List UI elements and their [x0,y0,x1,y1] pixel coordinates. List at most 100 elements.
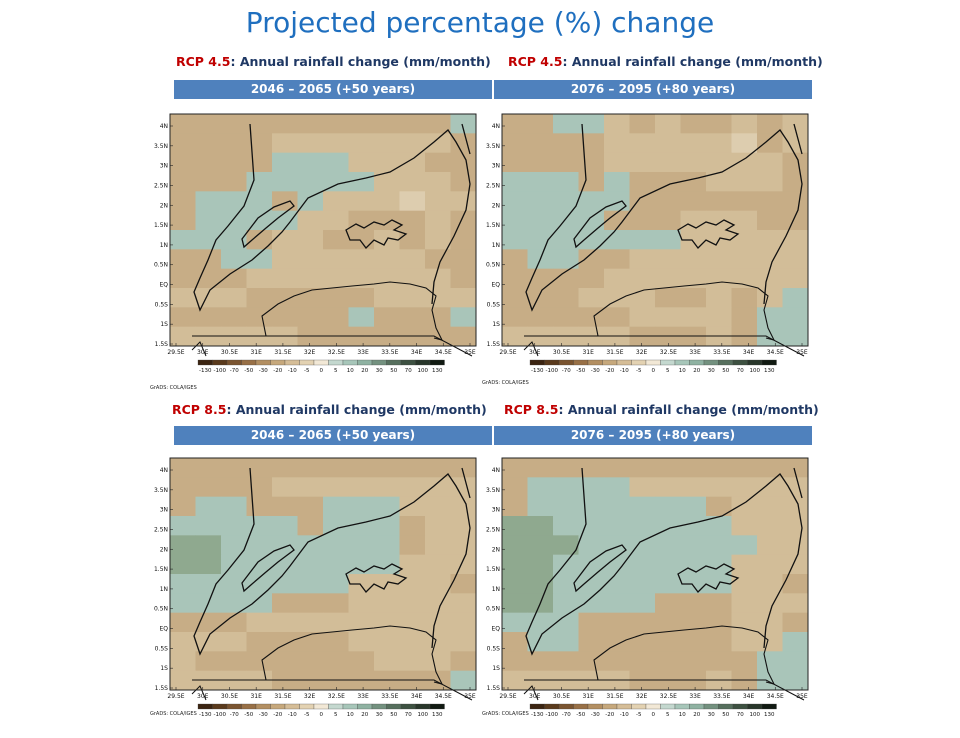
colorbar-swatch [386,359,402,366]
grid-cell [272,326,298,347]
lat-tick-label: 2.5N [486,182,500,189]
grid-cell [195,210,222,231]
grid-cell [782,554,809,575]
colorbar-swatch [299,359,315,366]
grid-cell [757,268,783,289]
grid-cell [195,191,222,212]
grid-cell [629,535,656,556]
grid-cell [502,612,528,633]
grid-cell [297,133,324,154]
colorbar-label: 100 [750,712,761,718]
lon-tick-label: 31E [582,693,594,700]
lake-albert-outline [241,544,295,593]
country-outline [191,467,473,701]
grid-cell [374,210,400,231]
colorbar-label: 10 [679,368,686,374]
grid-cell [348,458,375,478]
grid-cell [246,458,273,478]
colorbar-label: 50 [390,368,397,374]
grid-cell [782,191,809,212]
grid-cell [604,152,630,173]
colorbar-label: 20 [693,368,700,374]
lon-tick-label: 34.5E [435,349,452,356]
grid-cell [604,191,630,212]
grid-cell [221,535,247,556]
grid-cell [757,612,783,633]
grid-cell [450,670,477,691]
grid-cell [348,477,375,498]
colorbar-swatch [415,703,431,710]
grid-cell [221,612,247,633]
grid-cell [272,554,298,575]
lat-tick-label: 1.5N [154,222,168,229]
grid-cell [374,535,400,556]
colorbar-swatch [212,359,228,366]
lat-tick-label: 3.5N [154,487,168,494]
grid-cell [782,670,809,691]
colorbar-label: 30 [376,712,383,718]
grid-cell [782,133,809,154]
colorbar-label: -50 [576,368,585,374]
grid-cell [297,268,324,289]
colorbar-swatch [703,703,719,710]
grid-cell [502,191,528,212]
grid-cell [297,249,324,270]
grid-cell [680,133,707,154]
grid-cell [272,288,298,308]
grid-cell [272,307,298,328]
grid-cell [680,612,707,633]
grid-cell [757,574,783,594]
grid-cell [655,230,681,250]
grid-cell [706,114,732,134]
section1-period-header: 2046 – 2065 (+50 years) 2076 – 2095 (+80… [174,80,812,99]
grid-cell [680,230,707,250]
grid-cell [706,268,732,289]
colorbar-swatch [212,703,228,710]
lat-tick-label: 2N [492,202,500,209]
grid-cell [348,535,375,556]
lat-tick-label: 1.5S [155,341,169,348]
grid-cell [757,172,783,192]
grid-cell [527,458,554,478]
grid-cell [680,191,707,212]
colorbar-swatch [747,703,763,710]
grid-cell [246,516,273,536]
variable-label: : Annual rainfall change (mm/month) [226,402,487,417]
grid-cell [706,477,732,498]
grid-cell [272,574,298,594]
grid-cell [527,133,554,154]
grid-cell [195,152,222,173]
grid-cell [553,307,579,328]
grid-cell [297,496,324,517]
grid-cell [527,307,554,328]
grid-cell [629,249,656,270]
colorbar-label: 70 [737,712,744,718]
lon-tick-label: 30E [529,693,541,700]
grid-cell [502,477,528,498]
colorbar-swatch [241,359,257,366]
colorbar-label: 130 [432,712,443,718]
lon-tick-label: 34E [743,349,755,356]
grid-cell [450,268,477,289]
colorbar-swatch [587,703,603,710]
colorbar-label: -5 [636,712,642,718]
grid-cell [221,554,247,575]
grid-cell [731,152,758,173]
colorbar-swatch [371,359,387,366]
colorbar-label: 20 [361,712,368,718]
colorbar-swatch [645,359,661,366]
colorbar-label: 5 [334,368,338,374]
grid-cell [170,114,196,134]
grid-cell [374,554,400,575]
grid-cell [170,670,196,691]
grid-cell [450,574,477,594]
lon-tick-label: 34.5E [435,693,452,700]
colorbar-swatch [689,359,705,366]
colorbar-swatch [226,703,242,710]
grid-cell [246,230,273,250]
grid-cell [195,230,222,250]
grid-cell [374,632,400,652]
lat-tick-label: 1S [160,321,168,328]
grid-cell [757,114,783,134]
grid-cell [170,249,196,270]
